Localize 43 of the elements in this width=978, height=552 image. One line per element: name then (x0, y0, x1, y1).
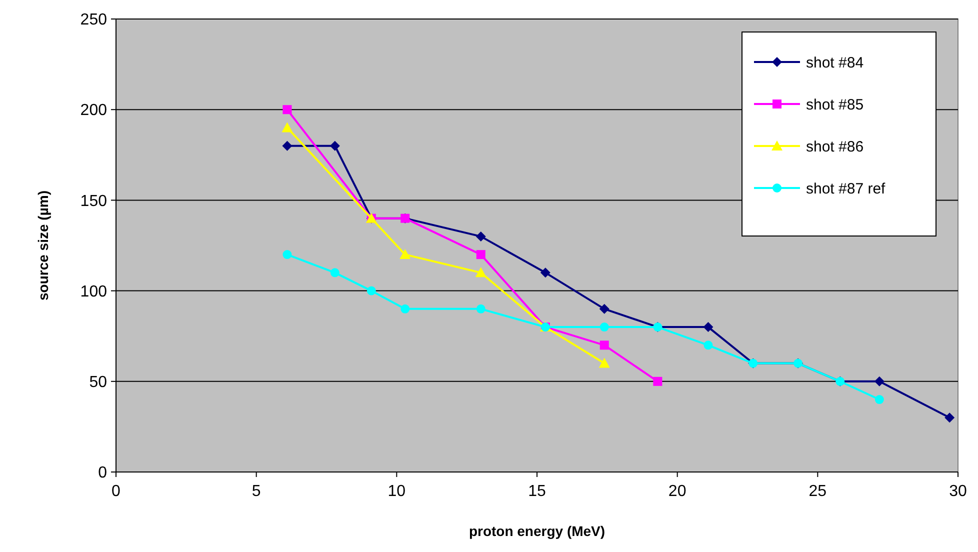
legend-label: shot #87 ref (806, 180, 886, 198)
point (476, 304, 486, 314)
x-tick-label: 30 (949, 483, 967, 500)
x-tick-label: 25 (808, 483, 827, 500)
point (874, 376, 884, 386)
point (282, 140, 292, 151)
y-tick-label: 0 (98, 464, 108, 482)
point (400, 304, 410, 314)
point (874, 395, 884, 404)
y-axis-title: source size (µm) (35, 190, 51, 300)
legend-label: shot #86 (806, 138, 864, 156)
point (653, 376, 662, 386)
point (476, 250, 486, 260)
legend-label: shot #85 (806, 96, 864, 114)
y-tick-label: 250 (80, 12, 108, 29)
x-tick-label: 20 (668, 483, 686, 500)
y-tick-label: 150 (80, 192, 108, 210)
point (475, 267, 486, 278)
x-axis-title: proton energy (MeV) (468, 523, 606, 539)
x-tick-label: 15 (528, 483, 546, 500)
point (944, 412, 955, 423)
point (282, 122, 293, 132)
point (330, 268, 340, 278)
x-tick-label: 5 (252, 483, 261, 500)
point (704, 340, 713, 350)
y-tick-label: 100 (80, 283, 108, 300)
legend-label: shot #84 (806, 54, 864, 72)
x-tick-label: 10 (388, 483, 406, 500)
x-tick-label: 0 (112, 483, 121, 500)
point (476, 231, 486, 242)
point (282, 250, 292, 260)
point (366, 286, 376, 296)
point (600, 340, 609, 350)
point (598, 358, 610, 368)
point (400, 249, 411, 260)
y-tick-label: 50 (89, 374, 108, 391)
point (599, 304, 610, 314)
point (330, 140, 340, 151)
point (600, 322, 609, 332)
y-tick-label: 200 (80, 102, 108, 120)
point (703, 322, 714, 332)
point (282, 105, 292, 114)
point (540, 268, 550, 278)
